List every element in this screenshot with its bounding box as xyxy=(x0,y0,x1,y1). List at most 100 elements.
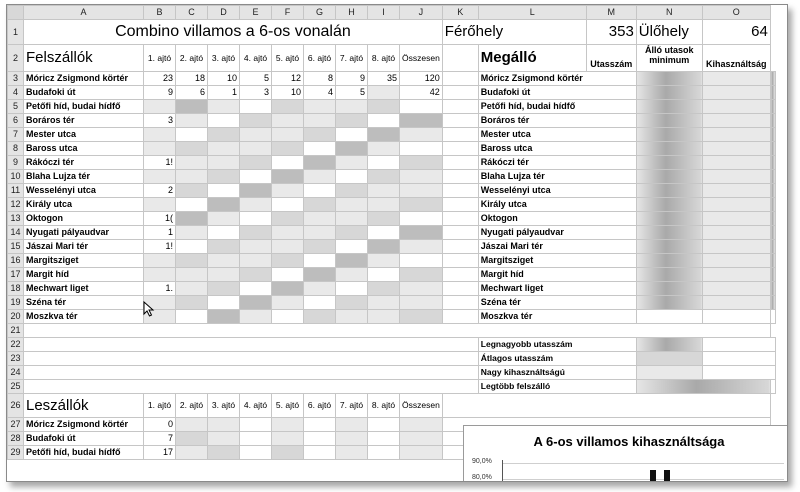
door-header-total[interactable]: Összesen xyxy=(399,44,443,72)
stop-name[interactable]: Boráros tér xyxy=(23,113,144,128)
megallo-stop-name[interactable]: Moszkva tér xyxy=(477,309,637,324)
door-count[interactable] xyxy=(271,267,304,282)
leszallok-value[interactable]: 7 xyxy=(143,431,176,446)
column-header-h[interactable]: H xyxy=(335,5,368,20)
allo-value[interactable] xyxy=(701,85,771,100)
row-header[interactable]: 8 xyxy=(7,141,24,156)
cell[interactable] xyxy=(239,417,272,432)
door-count[interactable]: 120 xyxy=(399,71,443,86)
door-count[interactable] xyxy=(175,141,208,156)
cell[interactable] xyxy=(175,431,208,446)
door-header-total[interactable]: Összesen xyxy=(399,393,443,418)
utasszam-value[interactable] xyxy=(635,239,703,254)
cell[interactable] xyxy=(399,431,443,446)
door-count[interactable] xyxy=(399,225,443,240)
door-count[interactable] xyxy=(399,267,443,282)
row-header[interactable]: 11 xyxy=(7,183,24,198)
row-header[interactable]: 10 xyxy=(7,169,24,184)
column-header-j[interactable]: J xyxy=(399,5,443,20)
door-count[interactable] xyxy=(303,309,336,324)
cell[interactable] xyxy=(271,417,304,432)
row-header[interactable]: 9 xyxy=(7,155,24,170)
door-count[interactable] xyxy=(239,239,272,254)
stop-name[interactable]: Mester utca xyxy=(23,127,144,142)
door-header[interactable]: 1. ajtó xyxy=(143,44,176,72)
door-header[interactable]: 2. ajtó xyxy=(175,44,208,72)
megallo-stop-name[interactable]: Wesselényi utca xyxy=(477,183,637,198)
door-count[interactable] xyxy=(207,239,240,254)
kihasznaltsag-value[interactable] xyxy=(769,309,776,324)
door-count[interactable] xyxy=(271,155,304,170)
kihasznaltsag-value[interactable] xyxy=(769,267,776,282)
cell[interactable] xyxy=(335,417,368,432)
column-header-g[interactable]: G xyxy=(303,5,336,20)
felszallok-header-cell[interactable]: Felszállók xyxy=(23,44,144,72)
cell[interactable] xyxy=(441,281,479,296)
megallo-stop-name[interactable]: Nyugati pályaudvar xyxy=(477,225,637,240)
door-count[interactable] xyxy=(335,183,368,198)
allo-value[interactable] xyxy=(701,127,771,142)
door-count[interactable] xyxy=(367,183,400,198)
door-count[interactable] xyxy=(367,99,400,114)
stop-name[interactable]: Móricz Zsigmond körtér xyxy=(23,71,144,86)
stop-name[interactable]: Nyugati pályaudvar xyxy=(23,225,144,240)
door-count[interactable] xyxy=(239,141,272,156)
door-count[interactable] xyxy=(175,197,208,212)
door-count[interactable] xyxy=(303,183,336,198)
cell[interactable] xyxy=(441,99,479,114)
stop-name[interactable]: Rákóczi tér xyxy=(23,155,144,170)
door-count[interactable] xyxy=(303,281,336,296)
door-count[interactable] xyxy=(335,113,368,128)
door-count[interactable]: 12 xyxy=(271,71,304,86)
door-count[interactable] xyxy=(175,169,208,184)
cell[interactable] xyxy=(441,141,479,156)
door-count[interactable] xyxy=(335,127,368,142)
megallo-stop-name[interactable]: Mechwart liget xyxy=(477,281,637,296)
door-count[interactable]: 35 xyxy=(367,71,400,86)
cell[interactable] xyxy=(441,155,479,170)
utasszam-value[interactable] xyxy=(635,141,703,156)
door-count[interactable] xyxy=(367,127,400,142)
door-count[interactable] xyxy=(399,169,443,184)
door-count[interactable] xyxy=(335,239,368,254)
door-count[interactable] xyxy=(175,155,208,170)
cell[interactable] xyxy=(367,445,400,460)
megallo-header-cell[interactable]: Megálló xyxy=(477,44,587,72)
door-count[interactable] xyxy=(399,197,443,212)
door-count[interactable] xyxy=(367,113,400,128)
door-count[interactable] xyxy=(303,155,336,170)
ulohely-label-cell[interactable]: Ülőhely xyxy=(635,19,703,45)
kihasznaltsag-value[interactable] xyxy=(769,99,776,114)
cell[interactable] xyxy=(441,225,479,240)
door-count[interactable] xyxy=(335,281,368,296)
door-count[interactable] xyxy=(143,127,176,142)
door-count[interactable] xyxy=(367,239,400,254)
door-count[interactable] xyxy=(239,281,272,296)
door-count[interactable] xyxy=(399,309,443,324)
door-count[interactable] xyxy=(335,253,368,268)
door-count[interactable] xyxy=(303,127,336,142)
cell[interactable] xyxy=(441,127,479,142)
megallo-stop-name[interactable]: Petőfi híd, budai hídfő xyxy=(477,99,637,114)
cell[interactable] xyxy=(367,431,400,446)
door-header[interactable]: 4. ajtó xyxy=(239,44,272,72)
utasszam-value[interactable] xyxy=(635,309,703,324)
empty-cells[interactable] xyxy=(23,337,479,352)
door-header[interactable]: 1. ajtó xyxy=(143,393,176,418)
door-count[interactable]: 8 xyxy=(303,71,336,86)
door-header[interactable]: 5. ajtó xyxy=(271,44,304,72)
door-count[interactable] xyxy=(271,127,304,142)
door-count[interactable]: 1 xyxy=(143,225,176,240)
stop-name[interactable]: Király utca xyxy=(23,197,144,212)
door-count[interactable] xyxy=(143,169,176,184)
cell[interactable] xyxy=(399,445,443,460)
door-count[interactable] xyxy=(367,225,400,240)
stop-name[interactable]: Jászai Mari tér xyxy=(23,239,144,254)
door-count[interactable] xyxy=(175,211,208,226)
door-count[interactable] xyxy=(143,141,176,156)
door-count[interactable] xyxy=(239,197,272,212)
door-count[interactable] xyxy=(175,295,208,310)
megallo-stop-name[interactable]: Blaha Lujza tér xyxy=(477,169,637,184)
door-count[interactable]: 1. xyxy=(143,281,176,296)
door-count[interactable] xyxy=(271,225,304,240)
